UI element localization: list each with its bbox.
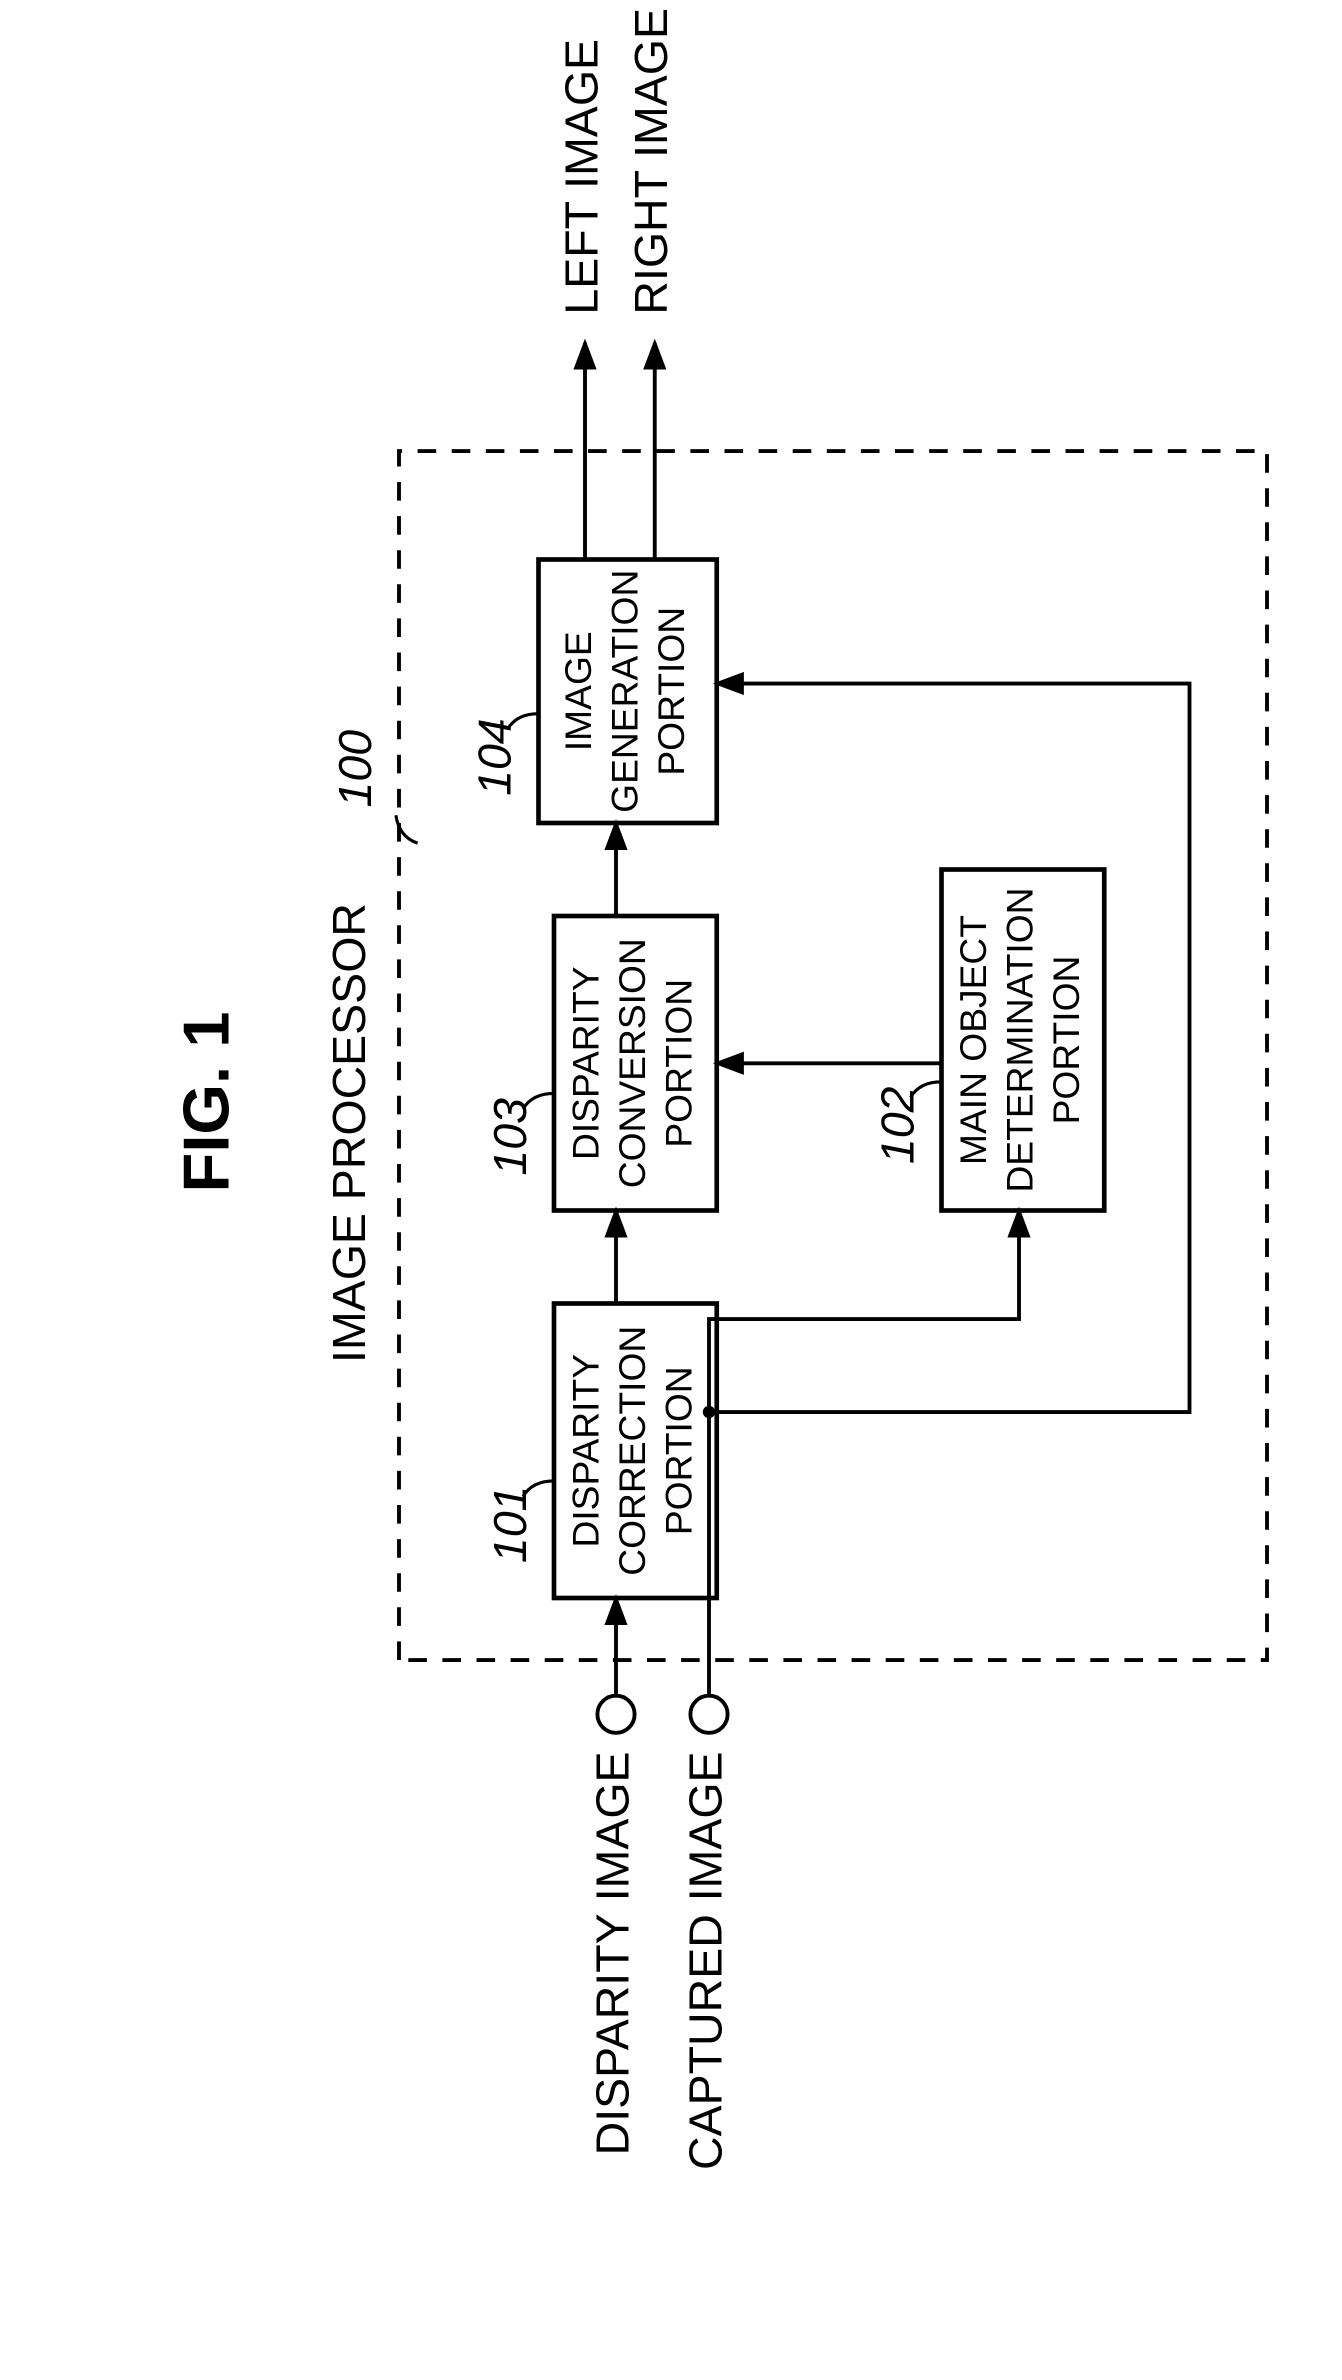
right-image-label: RIGHT IMAGE xyxy=(625,8,677,315)
junction-captured-split xyxy=(703,1406,715,1418)
scaled-canvas: FIG. 1 IMAGE PROCESSOR 100 DISPARITY IMA… xyxy=(170,8,1268,2170)
image-generation-text-1: GENERATION xyxy=(603,570,645,813)
figure-title: FIG. 1 xyxy=(170,1012,243,1193)
rotated-canvas: FIG. 1 IMAGE PROCESSOR 100 DISPARITY IMA… xyxy=(170,8,1268,2170)
dynamic-layer: DISPARITY IMAGECAPTURED IMAGEDISPARITYCO… xyxy=(469,8,1190,2170)
disparity-conversion-text-2: PORTION xyxy=(658,979,700,1148)
figure-svg: FIG. 1 IMAGE PROCESSOR 100 DISPARITY IMA… xyxy=(0,0,1342,2375)
image-generation-text-0: IMAGE xyxy=(557,631,599,751)
image-processor-ref: 100 xyxy=(329,730,381,808)
edge-captured-to-mainobj xyxy=(709,1211,1019,1698)
left-image-label: LEFT IMAGE xyxy=(555,39,607,315)
image-processor-label: IMAGE PROCESSOR xyxy=(323,903,375,1363)
disparity-conversion-ref: 103 xyxy=(484,1098,536,1176)
disparity-correction-text-0: DISPARITY xyxy=(565,1354,607,1548)
image-processor-box xyxy=(399,451,1267,1660)
disparity-conversion-text-0: DISPARITY xyxy=(565,966,607,1160)
image-generation-text-2: PORTION xyxy=(650,607,692,776)
disparity-correction-text-1: CORRECTION xyxy=(611,1326,653,1576)
disparity-image-terminal xyxy=(597,1696,634,1733)
main-object-detect-ref: 102 xyxy=(872,1086,924,1164)
disparity-image-label: DISPARITY IMAGE xyxy=(586,1751,638,2155)
image-generation-ref: 104 xyxy=(469,718,521,796)
main-object-detect-text-2: PORTION xyxy=(1045,956,1087,1125)
disparity-conversion-text-1: CONVERSION xyxy=(611,938,653,1188)
main-object-detect-text-1: DETERMINATION xyxy=(999,887,1041,1192)
main-object-detect-text-0: MAIN OBJECT xyxy=(952,915,994,1165)
disparity-correction-ref: 101 xyxy=(484,1486,536,1564)
captured-image-label: CAPTURED IMAGE xyxy=(679,1751,731,2170)
disparity-correction-text-2: PORTION xyxy=(658,1366,700,1535)
captured-image-terminal xyxy=(690,1696,727,1733)
